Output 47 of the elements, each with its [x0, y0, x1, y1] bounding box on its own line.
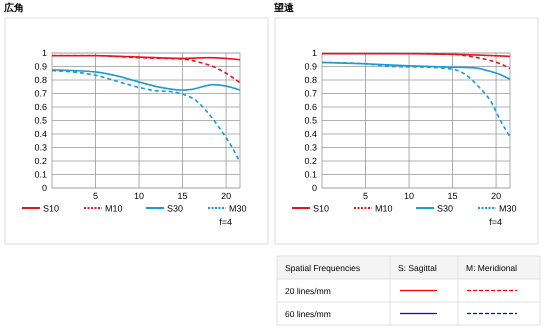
legend-label: M10: [375, 204, 393, 214]
chart-title: 望遠: [273, 2, 295, 14]
y-tick-label: 0: [42, 183, 47, 193]
y-tick-label: 1: [42, 48, 47, 58]
text: M: Meridional: [466, 263, 518, 273]
x-tick-label: 5: [363, 191, 368, 201]
text: f=4: [219, 217, 232, 227]
x-tick-label: 10: [134, 191, 144, 201]
legend-label: S30: [167, 204, 184, 214]
x-tick-label: 10: [404, 191, 414, 201]
chart-title: 広角: [3, 2, 24, 14]
text: 60 lines/mm: [285, 309, 331, 319]
x-tick-label: 5: [93, 191, 98, 201]
y-tick-label: 0: [312, 183, 317, 193]
y-tick-label: 0.8: [304, 75, 317, 85]
y-tick-label: 0.2: [304, 156, 317, 166]
y-tick-label: 0.7: [304, 88, 317, 98]
text: Spatial Frequencies: [285, 263, 360, 273]
y-tick-label: 0.4: [304, 129, 317, 139]
y-tick-label: 0.7: [34, 88, 47, 98]
text: f=4: [489, 217, 502, 227]
text: 20 lines/mm: [285, 286, 331, 296]
y-tick-label: 0.3: [304, 142, 317, 152]
x-tick-label: 20: [491, 191, 502, 201]
x-tick-label: 15: [178, 191, 188, 201]
legend-label: S10: [43, 204, 60, 214]
legend-label: S30: [437, 204, 454, 214]
text: S: Sagittal: [398, 263, 437, 273]
y-tick-label: 0.4: [34, 129, 47, 139]
x-tick-label: 15: [448, 191, 458, 201]
legend-label: S10: [313, 204, 330, 214]
y-tick-label: 0.5: [304, 116, 317, 126]
y-tick-label: 0.2: [34, 156, 47, 166]
y-tick-label: 0.3: [34, 142, 47, 152]
y-tick-label: 0.1: [304, 170, 317, 180]
y-tick-label: 0.6: [304, 102, 317, 112]
y-tick-label: 0.8: [34, 75, 47, 85]
legend-label: M10: [105, 204, 123, 214]
legend-label: M30: [499, 204, 517, 214]
y-tick-label: 0.9: [34, 62, 47, 72]
y-tick-label: 0.1: [34, 170, 47, 180]
y-tick-label: 0.5: [34, 116, 47, 126]
y-tick-label: 1: [312, 48, 317, 58]
legend-label: M30: [229, 204, 247, 214]
y-tick-label: 0.6: [34, 102, 47, 112]
y-tick-label: 0.9: [304, 62, 317, 72]
x-tick-label: 20: [221, 191, 232, 201]
